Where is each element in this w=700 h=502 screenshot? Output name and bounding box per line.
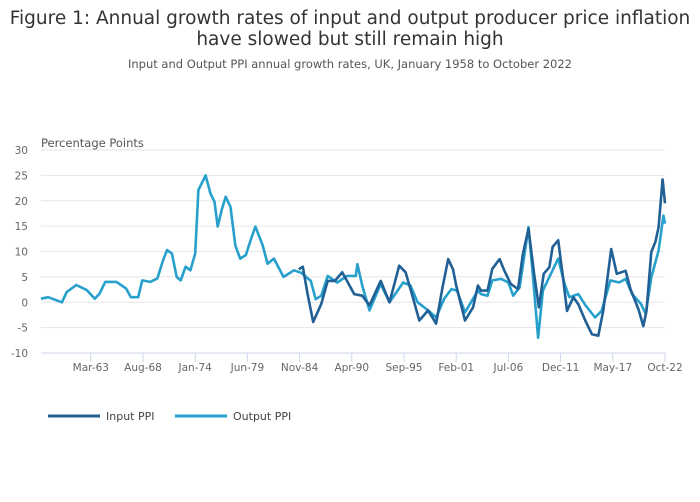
series-line-input-ppi (298, 178, 667, 338)
x-tick-label: Apr-90 (334, 362, 369, 374)
series-lines (40, 174, 667, 340)
chart-subtitle: Input and Output PPI annual growth rates… (128, 57, 572, 71)
x-tick-label: Jul-06 (492, 362, 523, 374)
y-tick-label: 15 (15, 221, 28, 233)
y-tick-label: -10 (11, 348, 28, 360)
y-axis-label: Percentage Points (41, 136, 144, 150)
chart-title-line2: have slowed but still remain high (196, 29, 503, 50)
x-tick-label: Oct-22 (647, 362, 682, 374)
legend: Input PPI Output PPI (48, 410, 291, 423)
x-tick-label: Aug-68 (124, 362, 162, 374)
legend-label-input-ppi: Input PPI (106, 410, 155, 423)
y-tick-label: -5 (18, 323, 28, 335)
x-tick-label: Jun-79 (230, 362, 265, 374)
y-tick-label: 0 (21, 297, 28, 309)
legend-label-output-ppi: Output PPI (233, 410, 291, 423)
x-tick-label: Jan-74 (178, 362, 213, 374)
y-tick-label: 20 (15, 196, 28, 208)
legend-item-output-ppi[interactable]: Output PPI (175, 410, 291, 423)
x-tick-label: Feb-01 (438, 362, 474, 374)
x-tick-label: May-17 (593, 362, 632, 374)
y-tick-label: 5 (21, 272, 28, 284)
x-axis-ticks: Mar-63 Aug-68 Jan-74 Jun-79 Nov-84 Apr-90 Sep-… (73, 353, 683, 374)
y-axis-ticks: 30 25 20 15 10 5 0 -5 -10 (11, 145, 28, 360)
chart-title: Figure 1: Annual growth rates of input a… (10, 8, 691, 29)
legend-item-input-ppi[interactable]: Input PPI (48, 410, 155, 423)
y-tick-label: 25 (15, 170, 28, 182)
x-tick-label: Dec-11 (542, 362, 579, 374)
y-tick-label: 10 (15, 247, 28, 259)
x-tick-label: Sep-95 (386, 362, 423, 374)
x-tick-label: Mar-63 (73, 362, 109, 374)
y-tick-label: 30 (15, 145, 28, 157)
series-line-output-ppi (40, 174, 667, 340)
gridlines (41, 149, 665, 354)
x-tick-label: Nov-84 (281, 362, 319, 374)
